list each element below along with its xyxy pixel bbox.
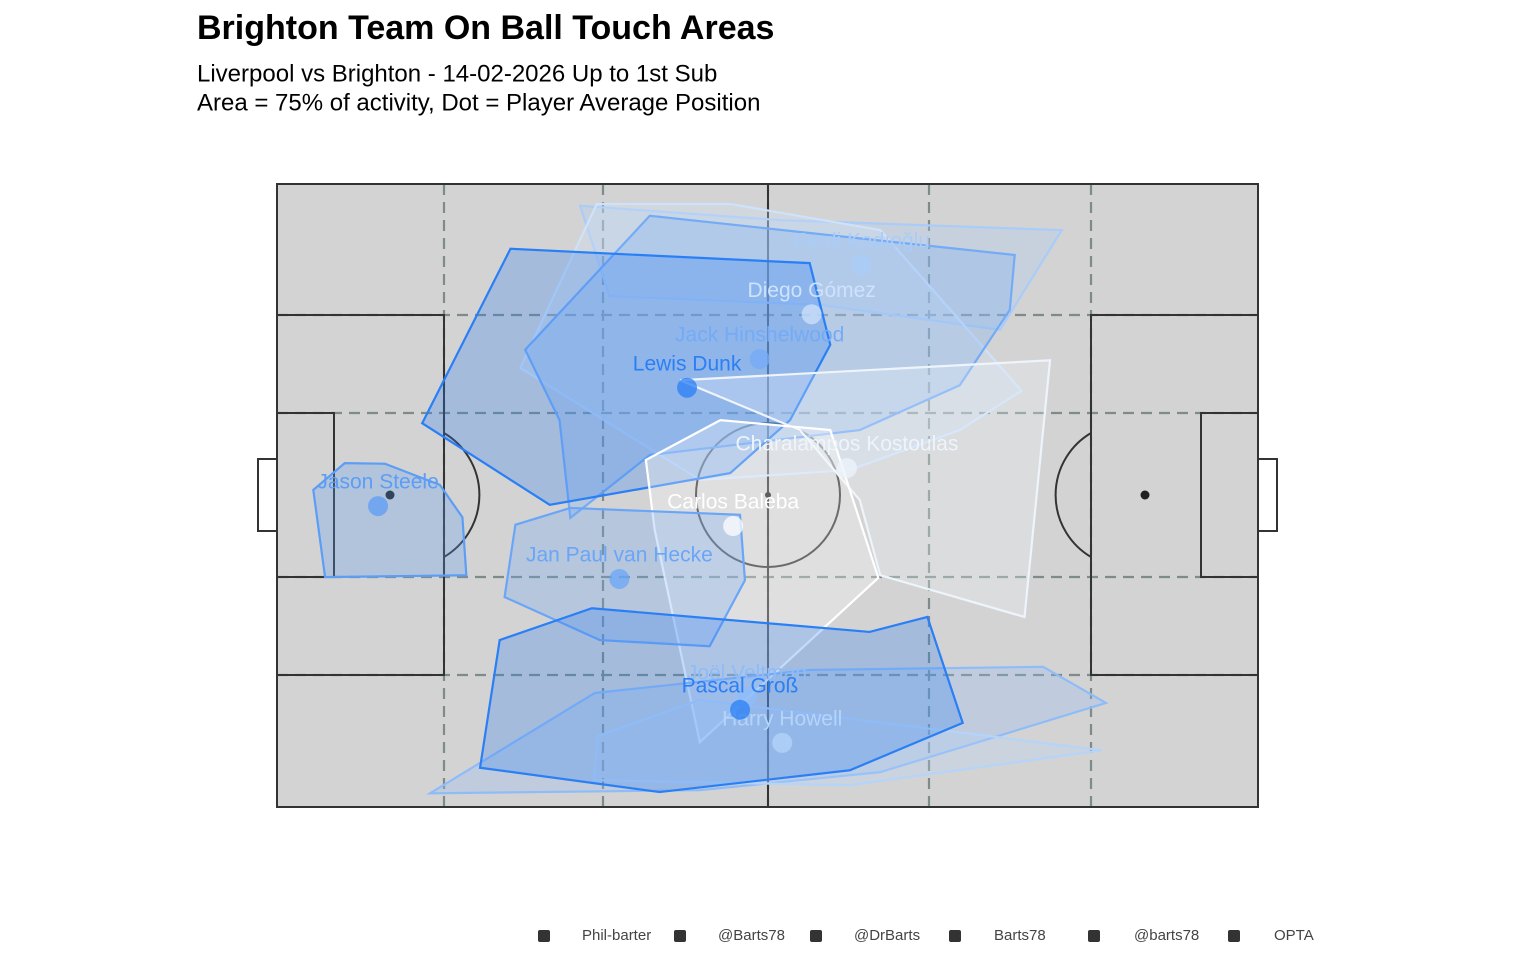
footer-text: Barts78 [994, 927, 1046, 944]
average-position [772, 732, 793, 753]
social-icon [949, 930, 961, 942]
average-position [851, 254, 872, 275]
chart-subtitle: Area = 75% of activity, Dot = Player Ave… [197, 89, 760, 116]
social-icon [810, 930, 822, 942]
player-label: Harry Howell [722, 707, 842, 730]
touch-area [518, 202, 1024, 482]
footer: Phil-barter @Barts78 @DrBarts Barts78 @barts… [538, 927, 1314, 944]
average-position [723, 516, 744, 537]
social-icon [1088, 930, 1100, 942]
touch-area [312, 461, 468, 579]
touch-area [523, 214, 1016, 521]
touch-area [478, 607, 965, 794]
average-position [749, 349, 770, 370]
player-label: Carlos Baleba [667, 491, 799, 514]
centre-spot [765, 492, 771, 498]
social-icon [674, 930, 686, 942]
average-position [730, 699, 751, 720]
touch-area [426, 665, 1109, 795]
average-position [368, 496, 389, 517]
pitch-markings [257, 183, 1278, 808]
touch-area [644, 418, 880, 745]
player-label: Jason Steele [317, 471, 438, 494]
social-icon [538, 930, 550, 942]
footer-text: Phil-barter [582, 927, 651, 944]
player-label: Joël Veltman [687, 661, 807, 684]
player-label: Jan Paul van Hecke [526, 544, 713, 567]
footer-text: @barts78 [1134, 927, 1199, 944]
player-label: Pascal Groß [682, 674, 799, 697]
player-label: Ferdi Kadıoğlu [793, 230, 930, 253]
penalty-spot [385, 490, 395, 500]
pitch [257, 183, 1278, 808]
footer-text: @DrBarts [854, 927, 920, 944]
players: Ferdi Kadıoğlu Diego Gómez Jack Hinshelwoo… [317, 230, 958, 753]
player-label: Charalampos Kostoulas [735, 433, 958, 456]
chart-subtitle: Liverpool vs Brighton - 14-02-2026 Up to… [197, 60, 717, 87]
touch-area [679, 359, 1052, 619]
footer-text: OPTA [1274, 927, 1314, 944]
average-position [801, 304, 822, 325]
touch-area [420, 247, 832, 507]
average-position [609, 568, 630, 589]
chart-title: Brighton Team On Ball Touch Areas [197, 9, 774, 47]
social-icon [1228, 930, 1240, 942]
player-label: Diego Gómez [747, 279, 875, 302]
player-label: Lewis Dunk [633, 352, 742, 375]
player-label: Jack Hinshelwood [675, 324, 844, 347]
penalty-spot [1140, 490, 1150, 500]
touch-area [592, 698, 1103, 787]
footer-text: @Barts78 [718, 927, 785, 944]
average-position [836, 458, 857, 479]
average-position [677, 377, 698, 398]
